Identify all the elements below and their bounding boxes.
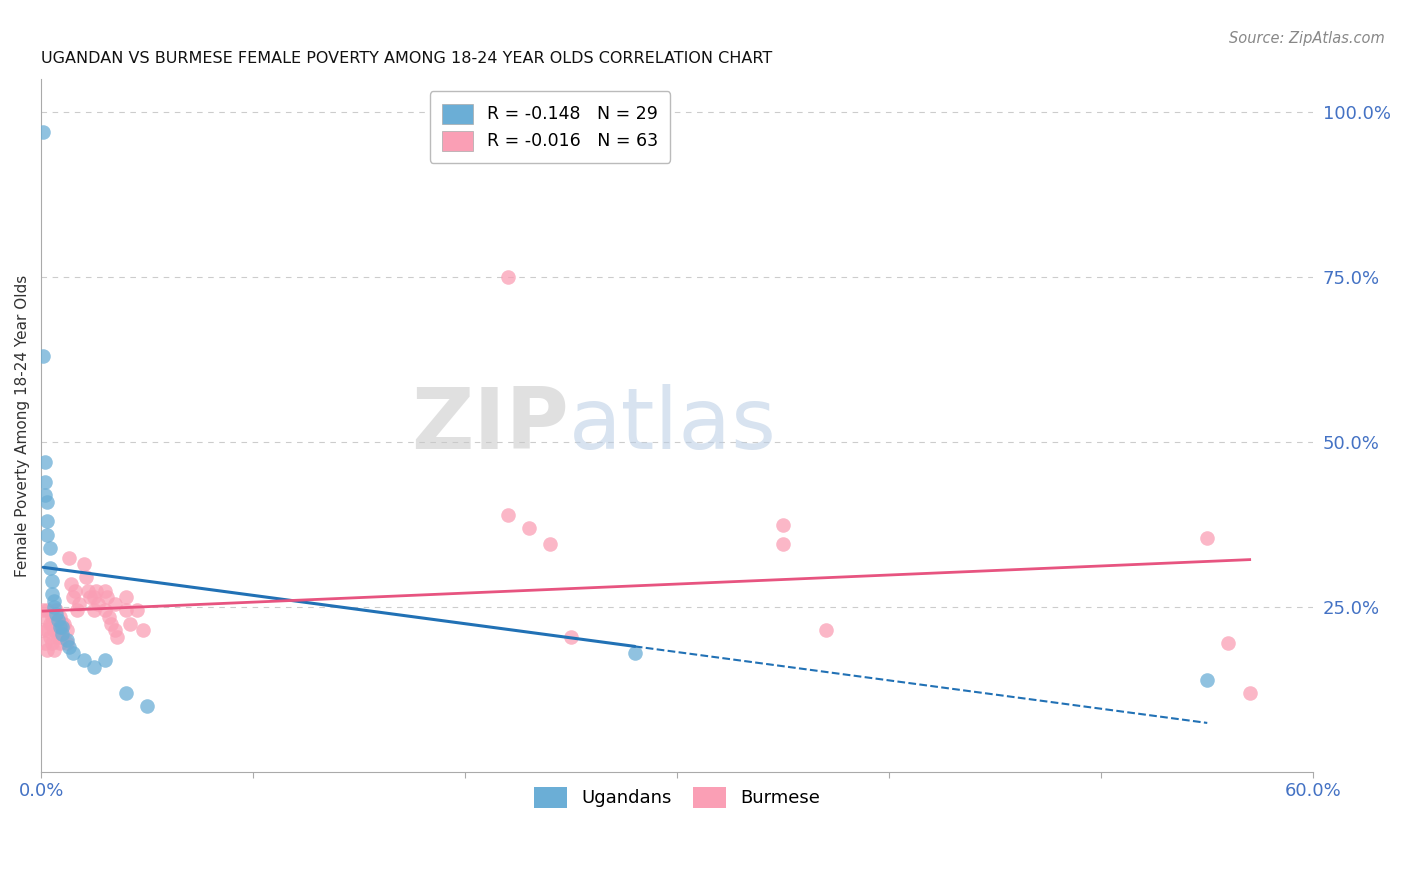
Point [42, 643, 65, 657]
Point [59, 577, 82, 591]
Point [93, 653, 115, 667]
Point [51, 630, 73, 644]
Point [38, 541, 60, 555]
Point [51, 616, 73, 631]
Point [115, 686, 138, 700]
Point [84, 583, 107, 598]
Point [32, 603, 55, 617]
Point [32, 624, 55, 638]
Point [45, 624, 67, 638]
Point [37, 494, 59, 508]
Point [97, 610, 120, 624]
Point [62, 591, 84, 605]
Point [49, 610, 72, 624]
Text: ZIP: ZIP [412, 384, 569, 467]
Text: UGANDAN VS BURMESE FEMALE POVERTY AMONG 18-24 YEAR OLDS CORRELATION CHART: UGANDAN VS BURMESE FEMALE POVERTY AMONG … [41, 51, 772, 66]
Point [45, 607, 67, 621]
Text: Source: ZipAtlas.com: Source: ZipAtlas.com [1229, 31, 1385, 46]
Point [100, 616, 122, 631]
Point [62, 646, 84, 660]
Point [125, 603, 148, 617]
Point [76, 583, 98, 598]
Point [34, 455, 56, 469]
Point [83, 659, 105, 673]
Y-axis label: Female Poverty Among 18-24 Year Olds: Female Poverty Among 18-24 Year Olds [15, 275, 30, 577]
Point [72, 653, 94, 667]
Point [79, 591, 101, 605]
Point [42, 624, 65, 638]
Point [37, 643, 59, 657]
Point [93, 603, 115, 617]
Point [83, 591, 105, 605]
Point [37, 514, 59, 528]
Point [814, 624, 837, 638]
Point [41, 616, 63, 631]
Point [32, 125, 55, 139]
Point [53, 616, 76, 631]
Point [104, 624, 127, 638]
Point [58, 640, 80, 654]
Point [41, 574, 63, 588]
Text: atlas: atlas [569, 384, 778, 467]
Point [42, 600, 65, 615]
Point [75, 570, 97, 584]
Point [104, 597, 127, 611]
Point [38, 560, 60, 574]
Point [115, 591, 138, 605]
Point [37, 527, 59, 541]
Point [49, 636, 72, 650]
Point [132, 624, 155, 638]
Point [32, 350, 55, 364]
Point [41, 587, 63, 601]
Point [66, 603, 89, 617]
Point [72, 558, 94, 572]
Point [55, 624, 77, 638]
Point [87, 597, 110, 611]
Point [37, 603, 59, 617]
Point [1218, 636, 1240, 650]
Point [49, 620, 72, 634]
Point [538, 537, 561, 551]
Point [55, 636, 77, 650]
Point [42, 593, 65, 607]
Point [38, 630, 60, 644]
Point [517, 521, 540, 535]
Point [115, 603, 138, 617]
Point [55, 633, 77, 648]
Point [41, 610, 63, 624]
Point [1197, 673, 1219, 687]
Point [34, 610, 56, 624]
Legend: Ugandans, Burmese: Ugandans, Burmese [527, 780, 827, 815]
Point [41, 636, 63, 650]
Point [772, 517, 794, 532]
Point [1197, 531, 1219, 545]
Point [67, 597, 90, 611]
Point [58, 550, 80, 565]
Point [34, 488, 56, 502]
Point [83, 603, 105, 617]
Point [772, 537, 794, 551]
Point [46, 630, 69, 644]
Point [37, 624, 59, 638]
Point [34, 475, 56, 489]
Point [34, 636, 56, 650]
Point [96, 591, 118, 605]
Point [51, 626, 73, 640]
Point [496, 270, 519, 285]
Point [38, 616, 60, 631]
Point [496, 508, 519, 522]
Point [63, 583, 86, 598]
Point [1239, 686, 1261, 700]
Point [136, 699, 159, 714]
Point [623, 646, 645, 660]
Point [45, 603, 67, 617]
Point [93, 583, 115, 598]
Point [46, 613, 69, 627]
Point [120, 616, 142, 631]
Point [107, 630, 129, 644]
Point [51, 620, 73, 634]
Point [560, 630, 582, 644]
Point [46, 616, 69, 631]
